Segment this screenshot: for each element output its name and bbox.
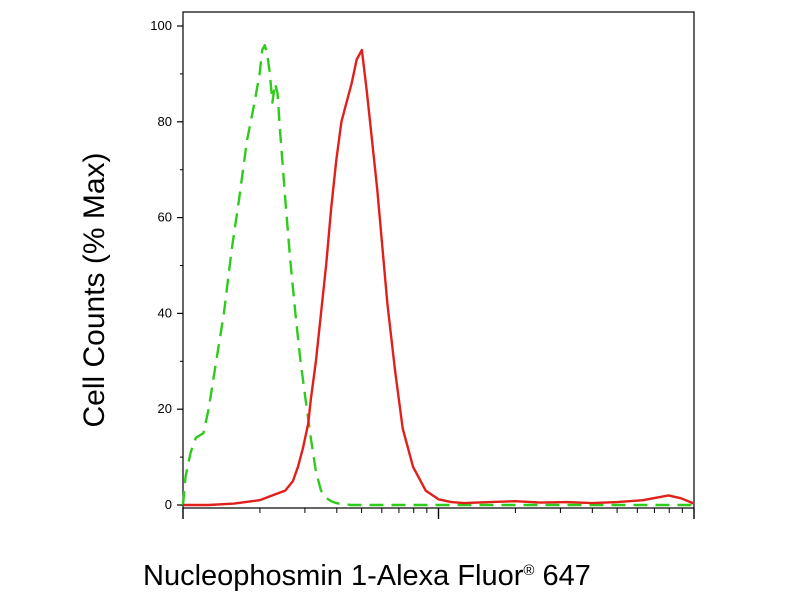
- axes: [182, 11, 695, 509]
- y-axis-ticks: 0 20 40 60 80 100: [150, 18, 183, 512]
- y-tick-label: 20: [158, 401, 172, 416]
- x-axis-ticks: [182, 508, 695, 519]
- y-tick-label: 0: [165, 497, 172, 512]
- y-tick-label: 100: [150, 18, 172, 33]
- y-tick-label: 60: [158, 210, 172, 225]
- y-axis-label: Cell Counts (% Max): [78, 152, 111, 427]
- x-axis-label-tail: 647: [534, 560, 590, 592]
- series-line-dashed-green: [181, 44, 694, 507]
- plot-frame: [182, 11, 695, 509]
- x-axis-label: Nucleophosmin 1-Alexa Fluor® 647: [143, 560, 591, 592]
- registered-mark: ®: [523, 562, 534, 579]
- series-layer: [181, 44, 695, 507]
- y-tick-label: 80: [158, 114, 172, 129]
- x-axis-label-main: Nucleophosmin 1-Alexa Fluor: [143, 560, 524, 592]
- series-line-solid-red: [183, 48, 695, 507]
- y-tick-label: 40: [158, 305, 172, 320]
